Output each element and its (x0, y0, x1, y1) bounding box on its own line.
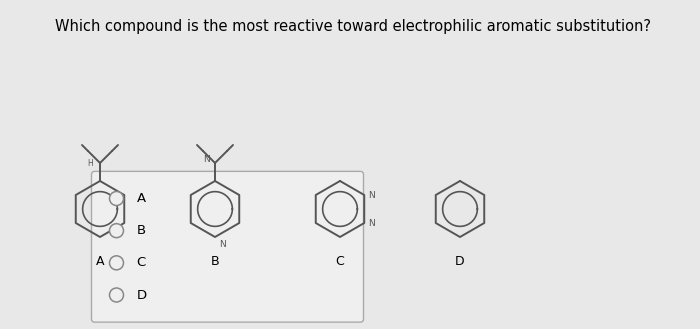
Text: B: B (211, 255, 219, 268)
Circle shape (109, 191, 123, 206)
Text: C: C (136, 256, 146, 269)
Circle shape (109, 288, 123, 302)
Text: A: A (96, 255, 104, 268)
Text: C: C (335, 255, 344, 268)
Text: N: N (203, 156, 210, 164)
Text: D: D (455, 255, 465, 268)
Text: N: N (368, 218, 375, 227)
Circle shape (109, 256, 123, 270)
Circle shape (109, 224, 123, 238)
Text: N: N (219, 240, 225, 249)
FancyBboxPatch shape (92, 171, 363, 322)
Text: Which compound is the most reactive toward electrophilic aromatic substitution?: Which compound is the most reactive towa… (55, 19, 651, 34)
Text: H: H (88, 159, 93, 167)
Text: D: D (136, 289, 146, 301)
Text: N: N (368, 190, 375, 199)
Text: B: B (136, 224, 146, 237)
Text: A: A (136, 192, 146, 205)
